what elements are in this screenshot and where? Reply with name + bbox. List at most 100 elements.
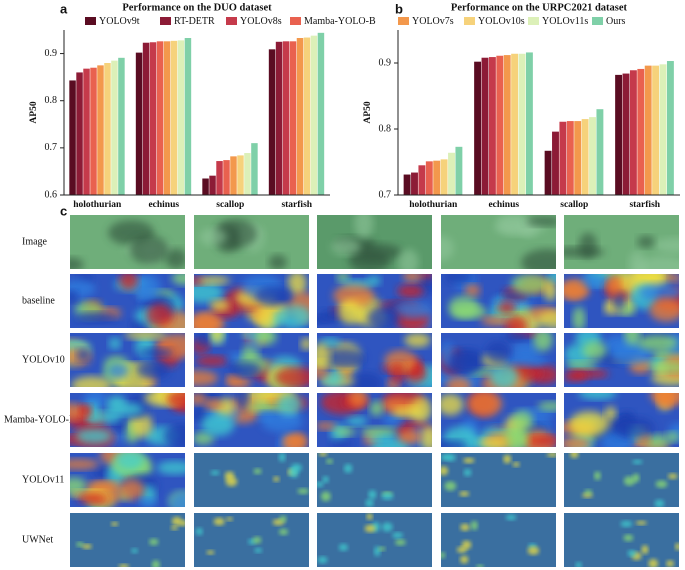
bar <box>237 155 244 195</box>
bar <box>135 52 143 195</box>
bar <box>90 67 97 195</box>
heat-bg <box>564 513 679 567</box>
heat-bg <box>317 513 432 567</box>
heat-blob <box>505 316 527 328</box>
bar <box>111 60 118 196</box>
heat-blob <box>381 522 393 532</box>
heat-blob <box>70 477 87 495</box>
heat-blob <box>620 520 633 528</box>
heat-blob <box>444 481 457 491</box>
heat-blob <box>641 545 649 555</box>
heat-blob <box>71 376 112 387</box>
heat-blob <box>368 489 377 500</box>
heat-blob <box>666 431 679 443</box>
bar <box>76 72 83 195</box>
heat-blob <box>118 479 145 501</box>
heat-blob <box>364 524 376 533</box>
heat-blob <box>74 312 119 323</box>
bar <box>69 80 76 195</box>
heat-blob <box>397 430 423 444</box>
heat-blob <box>319 453 328 457</box>
heatmap-image <box>194 513 309 567</box>
x-tick-label: scallop <box>560 200 588 210</box>
heat-blob <box>511 341 541 359</box>
heat-blob <box>366 513 373 520</box>
heat-blob <box>226 374 240 384</box>
heat-blob <box>287 274 307 296</box>
y-tick-label: 0.8 <box>45 95 58 106</box>
heat-blob <box>623 534 634 542</box>
y-axis-label: AP50 <box>363 101 373 123</box>
legend-label: YOLOv11s <box>542 16 588 27</box>
bar <box>622 73 630 195</box>
heat-blob <box>536 310 556 328</box>
heat-blob <box>606 275 622 296</box>
heat-blob <box>290 463 302 472</box>
heat-blob <box>649 298 679 322</box>
bar <box>589 117 596 195</box>
bar <box>503 55 511 195</box>
heat-blob <box>441 466 449 476</box>
heat-blob <box>644 433 669 447</box>
bar <box>666 61 674 195</box>
panel-label: c <box>60 203 67 218</box>
image-patch <box>526 216 556 227</box>
heat-blob <box>441 454 451 461</box>
bar <box>425 161 433 195</box>
heat-blob <box>441 393 464 416</box>
legend-label: YOLOv7s <box>412 16 454 27</box>
x-tick-label: echinus <box>148 200 179 210</box>
legend-label: Ours <box>606 16 626 27</box>
heat-blob <box>478 438 508 447</box>
bar <box>440 159 448 195</box>
heat-blob <box>226 517 233 522</box>
heat-blob <box>343 463 353 473</box>
heatmap-image <box>564 393 679 447</box>
heat-blob <box>441 439 468 447</box>
heat-blob <box>497 301 516 314</box>
heat-blob <box>449 348 486 373</box>
heat-blob <box>564 370 588 382</box>
heatmap-image <box>441 393 556 447</box>
heatmap-image <box>317 215 432 269</box>
heat-blob <box>349 372 383 387</box>
bar <box>411 172 418 195</box>
heat-blob <box>485 340 511 364</box>
heat-blob <box>170 526 179 531</box>
bar <box>177 40 185 195</box>
bar <box>118 57 125 195</box>
heat-blob <box>537 401 556 411</box>
bar <box>525 52 533 195</box>
row-label: Mamba-YOLO-B <box>4 414 76 425</box>
heat-blob <box>392 532 404 539</box>
image-patch <box>330 238 361 255</box>
heat-blob <box>138 497 157 507</box>
heatmap-image <box>194 215 309 269</box>
bar <box>433 160 441 195</box>
heatmap-image <box>194 453 309 507</box>
panel-label: b <box>395 1 403 16</box>
heat-blob <box>323 371 343 387</box>
heat-blob <box>70 290 79 303</box>
heat-blob <box>198 276 231 285</box>
image-patch <box>268 254 288 269</box>
y-tick-label: 0.8 <box>379 123 392 134</box>
heat-blob <box>511 410 534 431</box>
bar <box>251 143 258 195</box>
heat-blob <box>638 283 679 302</box>
row-label: Image <box>22 236 48 247</box>
heat-blob <box>381 493 394 500</box>
legend-label: Mamba-YOLO-B <box>304 16 376 27</box>
heat-blob <box>470 520 478 531</box>
heat-blob <box>333 284 375 307</box>
heat-blob <box>464 284 481 297</box>
heat-blob <box>282 433 306 447</box>
x-tick-label: holothurian <box>73 200 122 210</box>
bar <box>216 161 223 195</box>
heat-blob <box>460 523 470 531</box>
heat-blob <box>130 412 153 438</box>
bar <box>268 49 276 196</box>
heat-blob <box>512 462 520 467</box>
heat-blob <box>236 393 250 410</box>
